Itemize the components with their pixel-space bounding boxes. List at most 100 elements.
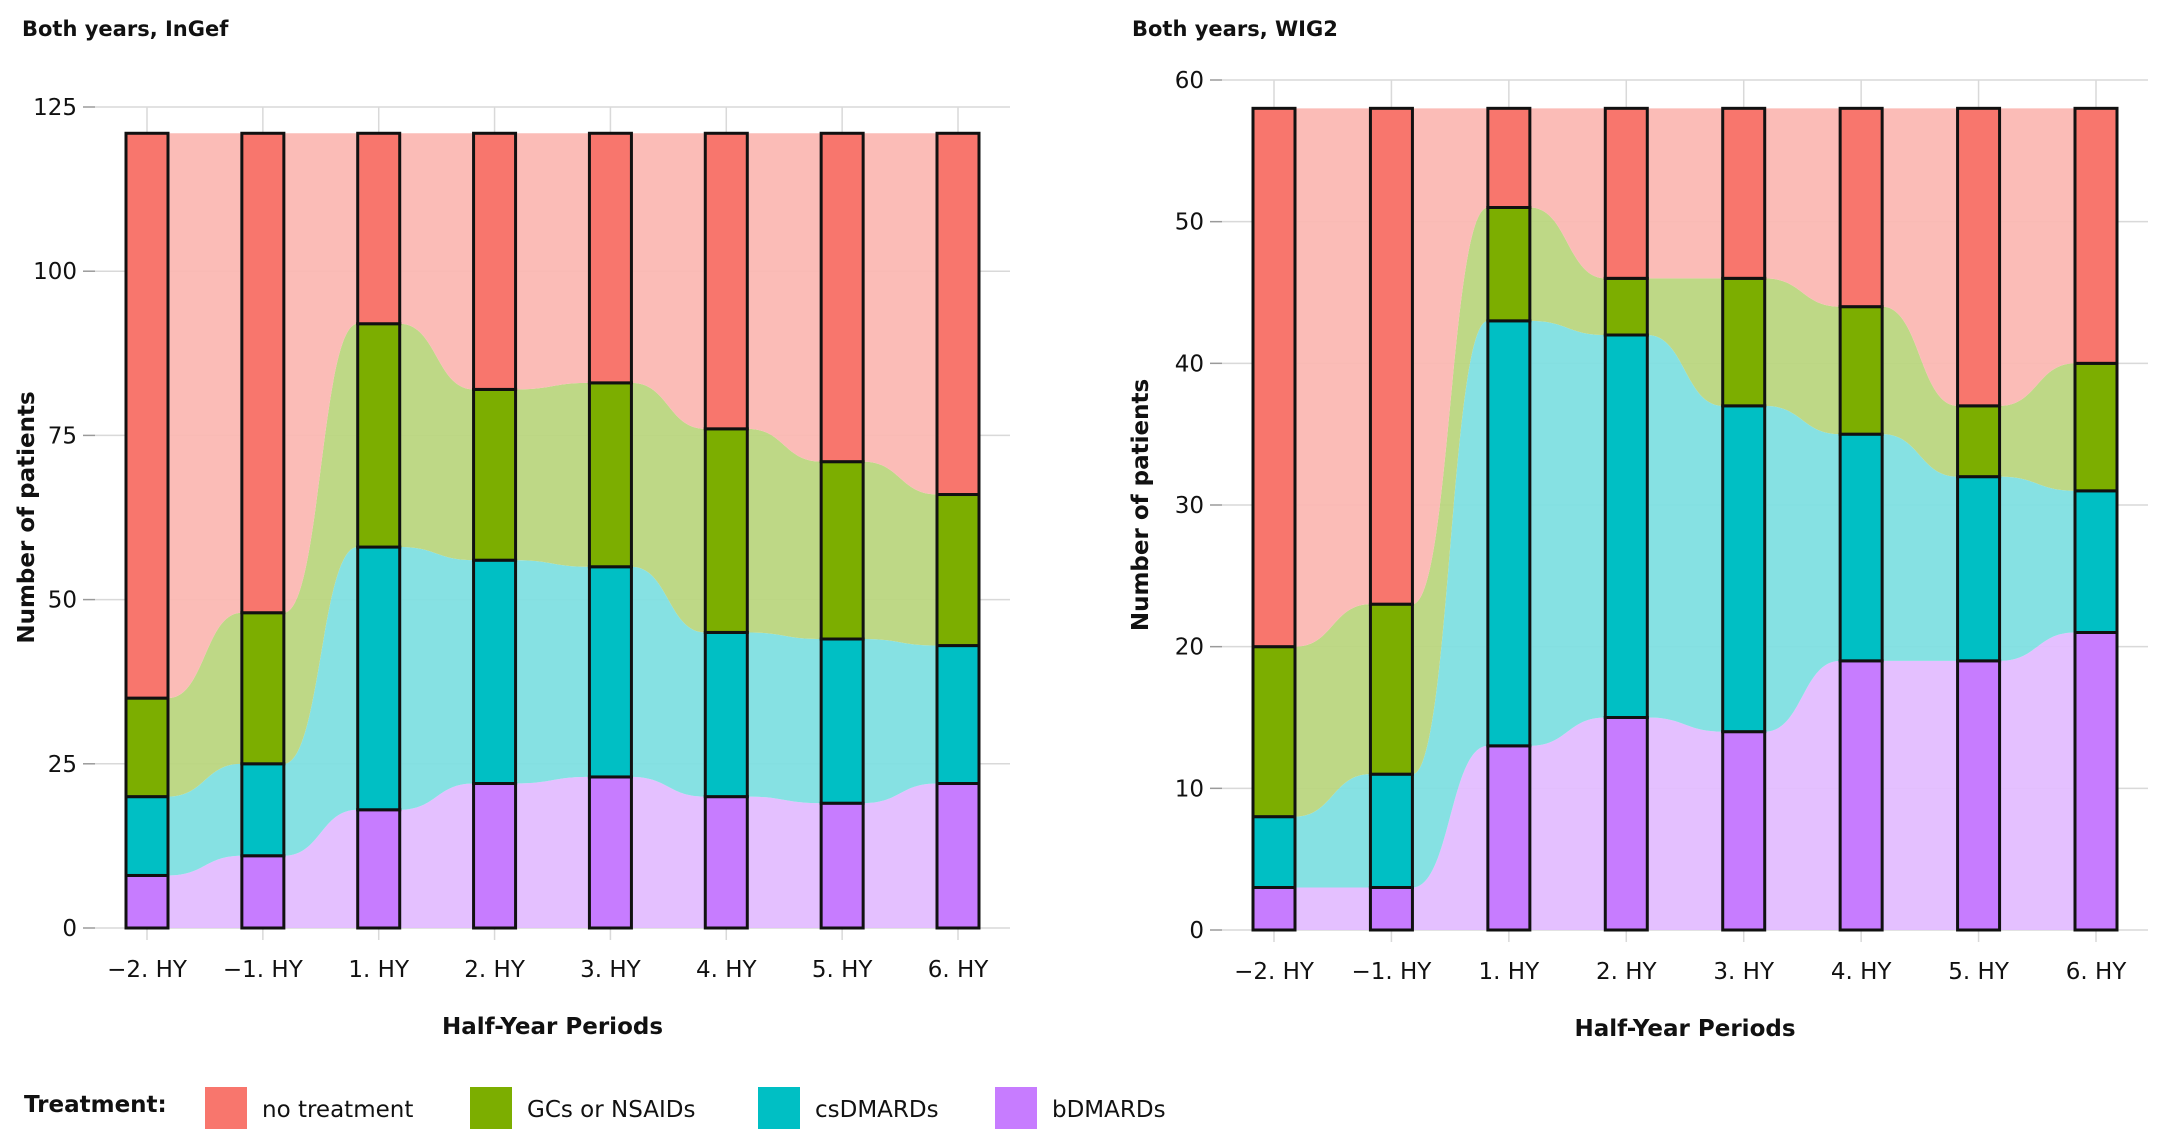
bar-csdmards-6-hy (2073, 489, 2119, 635)
legend-swatch-no_treatment (205, 1087, 247, 1129)
y-tick-label: 0 (1189, 918, 1204, 944)
flow-bdmards-1 (283, 809, 358, 928)
bar-gcs_nsaids-5-hy (819, 460, 865, 641)
bar-csdmards-minus-2-hy (124, 795, 170, 877)
bar-csdmards-3-hy (587, 565, 633, 779)
flows (168, 133, 937, 928)
flow-bdmards-5 (747, 796, 822, 928)
legend-swatch-csdmards (758, 1087, 800, 1129)
bar-csdmards-1-hy (1486, 319, 1532, 748)
bar-bdmards-minus-1-hy (1368, 886, 1414, 932)
y-tick-label: 100 (33, 259, 77, 285)
bar-csdmards-minus-1-hy (240, 762, 286, 858)
bar-bdmards-5-hy (819, 801, 865, 930)
bar-bdmards-6-hy (2073, 631, 2119, 932)
bar-csdmards-5-hy (1956, 475, 2002, 663)
legend-swatch-bdmards (995, 1087, 1037, 1129)
flow-no_treatment-4 (631, 133, 706, 429)
flow-bdmards-3 (515, 776, 590, 928)
bar-gcs_nsaids-minus-2-hy (124, 696, 170, 799)
bar-csdmards-4-hy (703, 630, 749, 799)
bar-csdmards-5-hy (819, 637, 865, 805)
legend-label-gcs_nsaids: GCs or NSAIDs (527, 1097, 695, 1123)
flow-gcs_nsaids-4 (631, 382, 706, 633)
y-tick-label: 0 (62, 916, 77, 942)
bar-no_treatment-2-hy (472, 131, 518, 391)
panel-ingef: Both years, InGef 0 25 50 75 100 125 −2. HY −1. … (14, 17, 1010, 1040)
flow-no_treatment-0 (168, 133, 242, 699)
flow-bdmards-3 (1647, 717, 1723, 930)
flows (1295, 108, 2075, 930)
y-tick-label: 40 (1175, 351, 1204, 377)
flow-bdmards-5 (1882, 660, 1958, 930)
flow-no_treatment-2 (1529, 108, 1606, 279)
y-tick-label: 20 (1175, 635, 1204, 661)
y-axis-label: Number of patients (1128, 379, 1154, 631)
bar-bdmards-minus-2-hy (124, 873, 170, 930)
legend-swatch-gcs_nsaids (470, 1087, 512, 1129)
x-tick-label-4-hy: 4. HY (696, 957, 758, 983)
flow-bdmards-1 (1412, 745, 1488, 930)
strata (1251, 106, 2119, 932)
flow-gcs_nsaids-6 (1999, 363, 2075, 491)
x-tick-label-3-hy: 3. HY (580, 957, 642, 983)
bar-gcs_nsaids-4-hy (703, 427, 749, 634)
flow-no_treatment-6 (863, 133, 937, 495)
flow-csdmards-2 (1529, 320, 1606, 746)
bar-bdmards-6-hy (935, 782, 981, 930)
y-tick-label: 60 (1175, 68, 1204, 94)
bar-no_treatment-1-hy (356, 131, 402, 326)
bar-no_treatment-3-hy (1721, 106, 1767, 280)
flow-no_treatment-1 (283, 133, 358, 613)
y-tick-label: 50 (1175, 210, 1204, 236)
bar-gcs_nsaids-minus-1-hy (240, 611, 286, 766)
y-tick-label: 125 (33, 95, 77, 121)
flow-no_treatment-3 (515, 133, 590, 390)
bar-csdmards-minus-2-hy (1251, 815, 1297, 890)
bar-no_treatment-5-hy (819, 131, 865, 464)
y-axis-label: Number of patients (14, 391, 40, 643)
flow-gcs_nsaids-0 (168, 612, 242, 797)
bar-gcs_nsaids-minus-1-hy (1368, 602, 1414, 776)
bar-csdmards-2-hy (1603, 333, 1649, 719)
x-axis-label: Half-Year Periods (1574, 1016, 1795, 1042)
bar-gcs_nsaids-2-hy (472, 387, 518, 562)
bar-no_treatment-2-hy (1603, 106, 1649, 280)
x-tick-label-6-hy: 6. HY (928, 957, 990, 983)
bar-gcs_nsaids-minus-2-hy (1251, 645, 1297, 819)
flow-gcs_nsaids-2 (1529, 207, 1606, 335)
bar-no_treatment-minus-1-hy (240, 131, 286, 615)
x-tick-label-4-hy: 4. HY (1831, 959, 1893, 985)
bar-csdmards-6-hy (935, 644, 981, 786)
y-tick-label: 30 (1175, 493, 1204, 519)
flow-bdmards-6 (863, 783, 937, 928)
flow-csdmards-6 (1999, 476, 2075, 661)
bar-gcs_nsaids-4-hy (1838, 305, 1884, 436)
bar-bdmards-4-hy (1838, 659, 1884, 932)
flow-no_treatment-6 (1999, 108, 2075, 406)
bar-bdmards-5-hy (1956, 659, 2002, 932)
x-tick-label-1-hy: 1. HY (1479, 959, 1541, 985)
bar-gcs_nsaids-3-hy (587, 381, 633, 569)
bar-no_treatment-4-hy (703, 131, 749, 431)
x-tick-label-3-hy: 3. HY (1713, 959, 1775, 985)
flow-bdmards-4 (1764, 660, 1841, 930)
bar-no_treatment-1-hy (1486, 106, 1532, 209)
flow-gcs_nsaids-0 (1295, 604, 1371, 817)
x-tick-label-minus-2-hy: −2. HY (1234, 959, 1315, 985)
x-tick-label-5-hy: 5. HY (1948, 959, 2010, 985)
flow-gcs_nsaids-5 (1882, 306, 1958, 477)
flow-bdmards-2 (1529, 717, 1606, 930)
flow-csdmards-5 (747, 632, 822, 804)
x-tick-label-minus-1-hy: −1. HY (223, 957, 304, 983)
bar-gcs_nsaids-6-hy (2073, 361, 2119, 493)
flow-csdmards-0 (168, 763, 242, 876)
y-tick-label: 75 (48, 423, 77, 449)
bar-gcs_nsaids-1-hy (356, 322, 402, 549)
flow-gcs_nsaids-4 (1764, 278, 1841, 435)
bar-csdmards-minus-1-hy (1368, 772, 1414, 890)
flow-gcs_nsaids-3 (1647, 278, 1723, 406)
bar-bdmards-1-hy (356, 808, 402, 930)
bar-gcs_nsaids-6-hy (935, 493, 981, 648)
